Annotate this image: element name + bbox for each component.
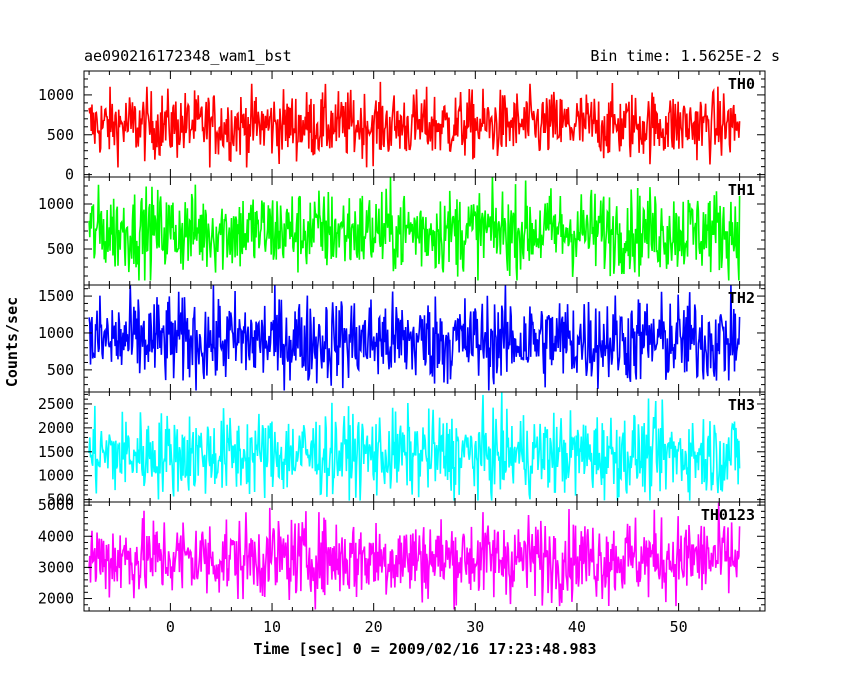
panel-label-th0: TH0 — [728, 75, 755, 93]
x-tick-label: 20 — [365, 618, 383, 636]
series-th0123-line — [88, 502, 741, 610]
series-th2-line — [88, 284, 741, 391]
panel-th0123: 2000 3000 4000 5000 TH0123 — [38, 496, 766, 612]
panel-th3: 500 1000 1500 2000 2500 TH3 — [38, 391, 766, 509]
panel-th1: 500 1000 TH1 — [38, 176, 766, 286]
panel-th0: 0 500 1000 TH0 — [38, 70, 766, 184]
panel-label-th1: TH1 — [728, 181, 755, 199]
x-axis: 0 10 20 30 40 50 — [166, 618, 688, 636]
x-tick-label: 40 — [568, 618, 586, 636]
panel-th2: 500 1000 1500 TH2 — [38, 284, 766, 393]
x-tick-label: 30 — [466, 618, 484, 636]
y-axis-label: Counts/sec — [3, 297, 21, 387]
y-tick-label: 1000 — [38, 467, 74, 485]
y-tick-label: 500 — [47, 491, 74, 509]
panel-label-th2: TH2 — [728, 289, 755, 307]
y-tick-label: 1000 — [38, 195, 74, 213]
y-tick-label: 1000 — [38, 86, 74, 104]
y-tick-label: 1500 — [38, 443, 74, 461]
panel-label-th0123: TH0123 — [701, 506, 755, 524]
y-tick-label: 2500 — [38, 395, 74, 413]
y-tick-label: 1500 — [38, 287, 74, 305]
series-th3-line — [88, 392, 741, 501]
y-tick-label: 1000 — [38, 324, 74, 342]
series-th0-line — [88, 81, 741, 168]
y-tick-label: 2000 — [38, 590, 74, 608]
y-tick-label: 500 — [47, 240, 74, 258]
y-tick-label: 2000 — [38, 419, 74, 437]
panels-group: 0 500 1000 TH0 500 1000 TH1 500 1000 1500 TH2 500 10… — [38, 70, 766, 612]
x-tick-label: 0 — [166, 618, 175, 636]
y-tick-label: 4000 — [38, 527, 74, 545]
panel-frame — [83, 501, 766, 612]
y-tick-label: 500 — [47, 126, 74, 144]
y-tick-label: 500 — [47, 361, 74, 379]
y-tick-label: 5000 — [38, 496, 74, 514]
x-axis-label: Time [sec] 0 = 2009/02/16 17:23:48.983 — [253, 640, 596, 658]
panel-label-th3: TH3 — [728, 396, 755, 414]
y-tick-label: 0 — [65, 166, 74, 184]
series-th1-line — [88, 176, 741, 281]
x-tick-label: 50 — [670, 618, 688, 636]
x-tick-label: 10 — [263, 618, 281, 636]
y-tick-label: 3000 — [38, 558, 74, 576]
bin-time-label: Bin time: 1.5625E-2 s — [590, 47, 780, 65]
chart-title: ae090216172348_wam1_bst — [84, 47, 292, 65]
